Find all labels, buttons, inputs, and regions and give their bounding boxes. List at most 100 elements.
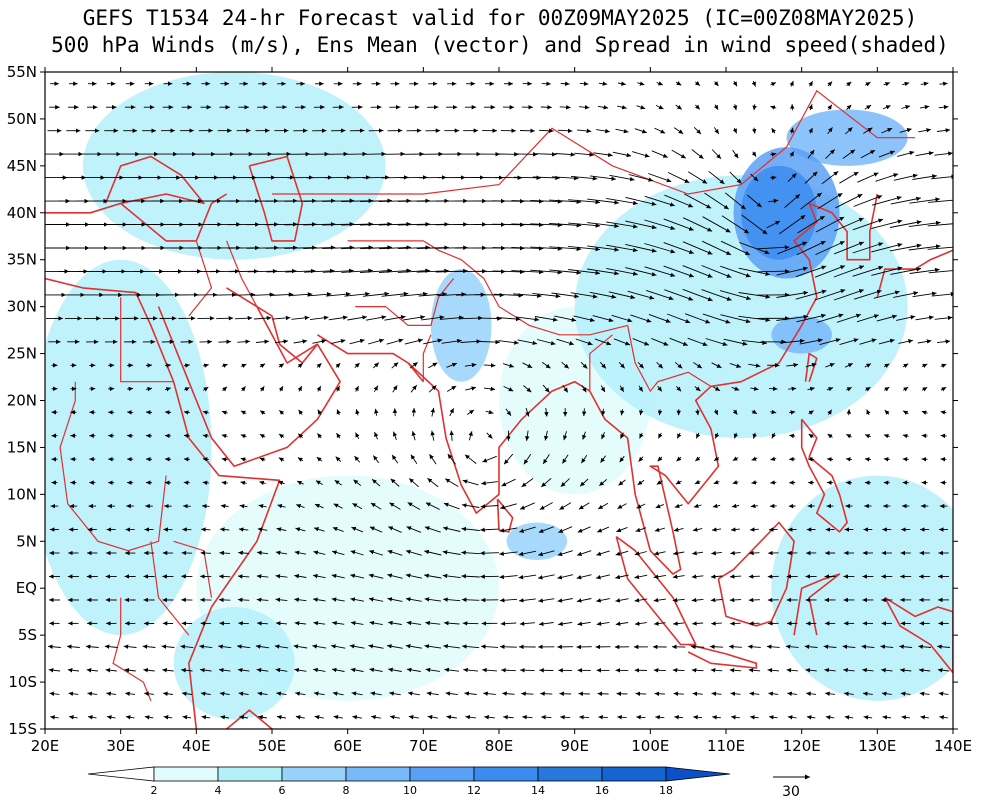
wind-vector — [675, 104, 683, 110]
wind-vector — [407, 691, 420, 696]
wind-vector — [808, 433, 814, 439]
colorbar-right-cap — [665, 766, 731, 782]
wind-vector — [240, 363, 247, 368]
wind-vector — [164, 410, 171, 415]
wind-vector — [87, 691, 98, 696]
wind-vector — [294, 667, 307, 673]
wind-vector — [351, 526, 364, 533]
wind-vector — [728, 644, 742, 649]
wind-vector — [503, 453, 514, 465]
wind-vector — [768, 691, 779, 696]
wind-vector — [352, 715, 362, 720]
wind-vector — [619, 385, 625, 393]
wind-vector — [460, 339, 482, 344]
wind-vector — [667, 313, 691, 324]
wind-vector — [709, 644, 724, 649]
wind-vector — [313, 597, 326, 602]
wind-vector — [575, 338, 593, 346]
wind-vector — [405, 644, 422, 649]
wind-vector — [864, 457, 871, 462]
wind-vector — [341, 221, 374, 227]
wind-vector — [732, 456, 739, 461]
colorbar-left-cap — [87, 766, 155, 782]
coastlines — [45, 89, 953, 729]
wind-vector — [673, 527, 684, 532]
wind-vector — [587, 268, 619, 276]
wind-vector — [695, 456, 701, 462]
lat-tick-label: 20N — [7, 392, 37, 410]
wind-vector — [682, 288, 713, 302]
wind-vector — [889, 220, 922, 228]
wind-vector — [568, 245, 601, 252]
wind-vector — [259, 457, 266, 462]
wind-vector — [297, 457, 304, 462]
wind-vector — [750, 715, 759, 720]
wind-vector — [201, 527, 211, 532]
wind-vector — [928, 199, 953, 203]
wind-vector — [389, 714, 400, 720]
wind-vector — [237, 597, 250, 603]
wind-vector — [480, 527, 499, 533]
wind-vector — [247, 268, 278, 274]
wind-vector — [938, 691, 949, 696]
wind-vector — [500, 621, 517, 626]
title-line-1: GEFS T1534 24-hr Forecast valid for 00Z0… — [82, 6, 918, 30]
wind-vector — [392, 408, 398, 417]
wind-vector — [862, 691, 873, 696]
wind-vector — [538, 621, 554, 627]
wind-vector — [201, 715, 211, 720]
wind-vector — [465, 386, 477, 391]
wind-vector — [513, 175, 542, 181]
wind-vector — [825, 715, 835, 720]
wind-vector — [563, 431, 568, 441]
wind-vector — [355, 432, 360, 440]
wind-vector — [748, 363, 761, 368]
wind-vector — [369, 526, 383, 533]
wind-vector — [693, 503, 702, 509]
wind-vector — [256, 597, 269, 603]
wind-vector — [619, 409, 625, 416]
wind-vector — [675, 480, 682, 485]
wind-vector — [770, 175, 777, 181]
wind-vector — [371, 715, 381, 720]
wind-vector — [720, 314, 751, 324]
wind-vector — [549, 269, 582, 275]
wind-vector — [711, 550, 722, 556]
lon-tick-label: 50E — [258, 737, 287, 755]
wind-vector — [752, 104, 757, 111]
wind-vector — [883, 363, 890, 368]
wind-vector — [313, 691, 325, 696]
wind-vector — [580, 361, 588, 369]
wind-vector — [833, 289, 864, 301]
wind-vector — [443, 644, 461, 649]
wind-vector — [747, 194, 762, 208]
wind-vector — [625, 243, 657, 253]
wind-vector — [834, 217, 864, 232]
colorbar-segment — [473, 766, 539, 782]
wind-vector — [749, 550, 760, 556]
wind-vector — [315, 480, 323, 485]
wind-vector — [939, 715, 948, 720]
country-border — [347, 240, 628, 336]
wind-vector — [351, 691, 363, 696]
wind-vector — [219, 691, 230, 696]
wind-vector — [682, 241, 713, 255]
coastline — [45, 277, 281, 729]
wind-vector — [183, 457, 190, 462]
lat-tick-label: 50N — [7, 110, 37, 128]
wind-vector — [500, 503, 517, 510]
wind-vector — [617, 714, 627, 720]
wind-vector — [931, 291, 953, 297]
lat-tick-label: 15N — [7, 438, 37, 456]
wind-vector — [486, 432, 493, 439]
spread-shading — [45, 72, 953, 720]
wind-vector — [544, 407, 549, 417]
wind-vector — [694, 479, 701, 485]
spread-patch — [82, 72, 386, 260]
wind-vector — [388, 526, 402, 533]
wind-vector — [889, 243, 922, 252]
wind-vector — [85, 644, 99, 649]
wind-vector — [424, 644, 442, 649]
wind-vector — [938, 104, 949, 110]
wind-vector — [695, 104, 701, 110]
